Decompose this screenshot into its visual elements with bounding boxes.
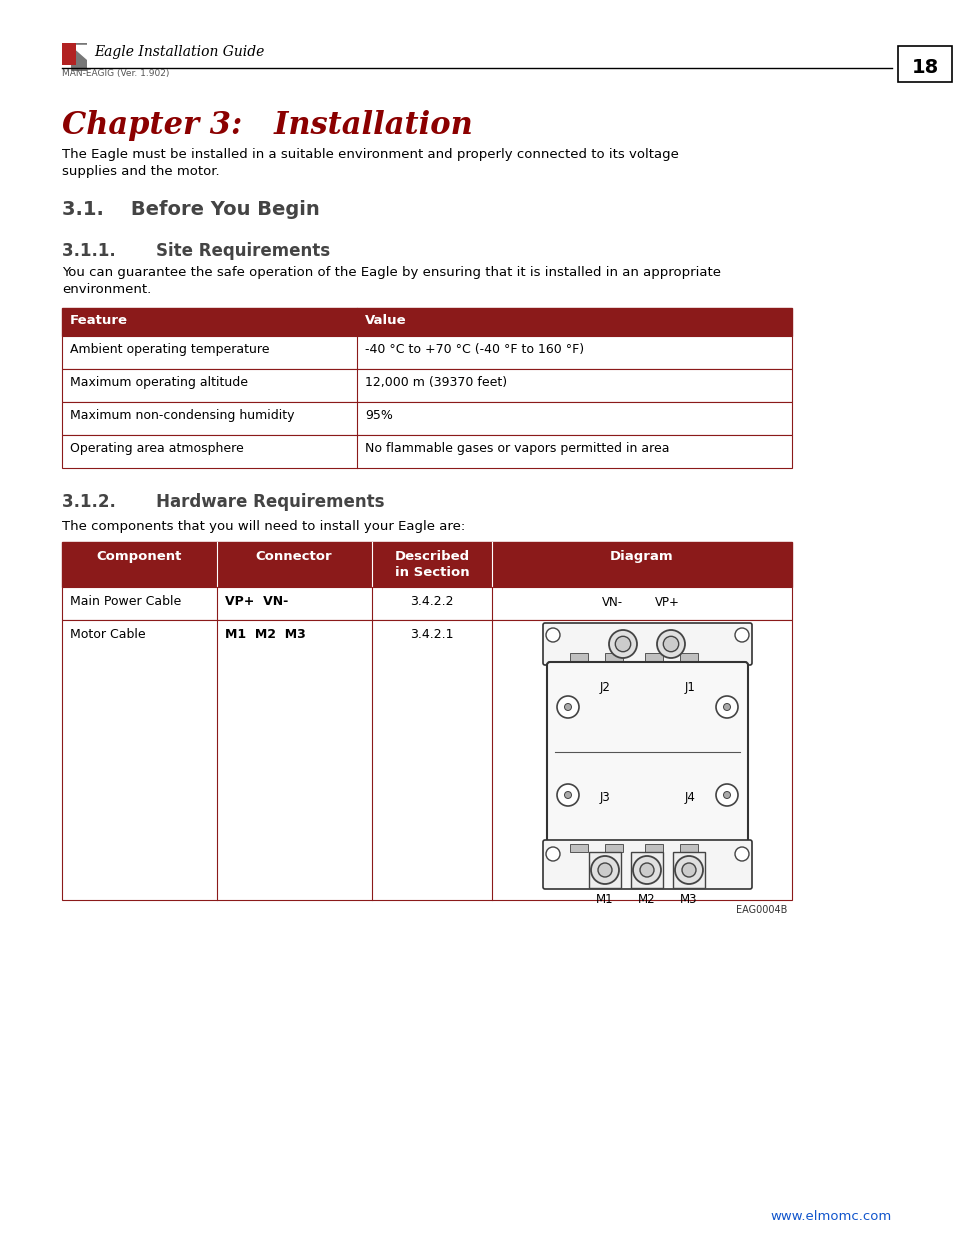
Bar (569, 844, 587, 852)
Text: VP+  VN-: VP+ VN- (225, 595, 288, 608)
Circle shape (734, 847, 748, 861)
Text: Motor Cable: Motor Cable (70, 629, 146, 641)
Bar (62, 542, 791, 587)
Circle shape (564, 704, 571, 710)
Bar (62, 587, 791, 620)
Text: J4: J4 (684, 790, 695, 804)
Text: in Section: in Section (395, 566, 469, 579)
Circle shape (639, 863, 654, 877)
Text: 3.4.2.1: 3.4.2.1 (410, 629, 454, 641)
Circle shape (633, 856, 660, 884)
Circle shape (657, 630, 684, 658)
Text: The Eagle must be installed in a suitable environment and properly connected to : The Eagle must be installed in a suitabl… (62, 148, 679, 161)
Text: environment.: environment. (62, 283, 152, 296)
Bar (604, 844, 622, 852)
Text: M2: M2 (638, 893, 655, 906)
Bar (62, 369, 791, 403)
Text: Feature: Feature (70, 314, 128, 327)
Bar (62, 43, 76, 65)
Text: EAG0004B: EAG0004B (735, 905, 786, 915)
Bar (62, 403, 791, 435)
FancyBboxPatch shape (546, 662, 747, 844)
Text: Ambient operating temperature: Ambient operating temperature (70, 343, 269, 356)
Text: No flammable gases or vapors permitted in area: No flammable gases or vapors permitted i… (365, 442, 669, 454)
Bar (644, 653, 662, 661)
Bar (897, 46, 951, 82)
Bar (62, 620, 791, 900)
Text: VN-: VN- (600, 597, 622, 609)
FancyBboxPatch shape (542, 840, 751, 889)
Text: -40 °C to +70 °C (-40 °F to 160 °F): -40 °C to +70 °C (-40 °F to 160 °F) (365, 343, 583, 356)
Circle shape (675, 856, 702, 884)
Text: MAN-EAGIG (Ver. 1.902): MAN-EAGIG (Ver. 1.902) (62, 69, 170, 78)
Text: 3.1.    Before You Begin: 3.1. Before You Begin (62, 200, 319, 219)
Bar (569, 653, 587, 661)
Circle shape (557, 697, 578, 718)
Text: Maximum operating altitude: Maximum operating altitude (70, 375, 248, 389)
Circle shape (590, 856, 618, 884)
Text: J2: J2 (598, 680, 609, 694)
Text: 12,000 m (39370 feet): 12,000 m (39370 feet) (365, 375, 507, 389)
Circle shape (716, 784, 738, 806)
Text: 95%: 95% (365, 409, 393, 422)
Bar (672, 852, 704, 888)
Text: Eagle Installation Guide: Eagle Installation Guide (94, 44, 264, 59)
Text: VP+: VP+ (654, 597, 679, 609)
Text: supplies and the motor.: supplies and the motor. (62, 165, 219, 178)
Text: M1  M2  M3: M1 M2 M3 (225, 629, 305, 641)
Circle shape (722, 792, 730, 799)
Bar (679, 844, 698, 852)
Circle shape (716, 697, 738, 718)
Bar (62, 308, 791, 336)
Circle shape (681, 863, 696, 877)
Circle shape (545, 847, 559, 861)
Circle shape (564, 792, 571, 799)
Text: Value: Value (365, 314, 406, 327)
Text: Connector: Connector (255, 550, 332, 563)
Text: www.elmomc.com: www.elmomc.com (770, 1210, 891, 1223)
Circle shape (608, 630, 637, 658)
Circle shape (545, 629, 559, 642)
Text: Described: Described (394, 550, 469, 563)
Text: Chapter 3:   Installation: Chapter 3: Installation (62, 110, 473, 141)
Text: Diagram: Diagram (610, 550, 673, 563)
Text: Maximum non-condensing humidity: Maximum non-condensing humidity (70, 409, 294, 422)
Bar (630, 852, 662, 888)
Text: Operating area atmosphere: Operating area atmosphere (70, 442, 244, 454)
Text: You can guarantee the safe operation of the Eagle by ensuring that it is install: You can guarantee the safe operation of … (62, 266, 720, 279)
Bar (62, 336, 791, 369)
FancyBboxPatch shape (542, 622, 751, 664)
Circle shape (557, 784, 578, 806)
Text: 3.4.2.2: 3.4.2.2 (410, 595, 454, 608)
Circle shape (615, 636, 630, 652)
Bar (71, 43, 87, 70)
Polygon shape (71, 44, 87, 59)
Bar (604, 653, 622, 661)
Text: J3: J3 (598, 790, 609, 804)
Text: J1: J1 (684, 680, 695, 694)
Bar (679, 653, 698, 661)
Bar (644, 844, 662, 852)
Text: The components that you will need to install your Eagle are:: The components that you will need to ins… (62, 520, 465, 534)
Circle shape (734, 629, 748, 642)
Text: M3: M3 (679, 893, 697, 906)
Text: M1: M1 (596, 893, 613, 906)
Bar (62, 435, 791, 468)
Text: 18: 18 (910, 58, 938, 77)
Text: 3.1.2.       Hardware Requirements: 3.1.2. Hardware Requirements (62, 493, 384, 511)
Circle shape (722, 704, 730, 710)
Circle shape (662, 636, 678, 652)
Bar (588, 852, 620, 888)
Text: Main Power Cable: Main Power Cable (70, 595, 181, 608)
Text: Component: Component (96, 550, 181, 563)
Circle shape (598, 863, 612, 877)
Text: 3.1.1.       Site Requirements: 3.1.1. Site Requirements (62, 242, 330, 261)
